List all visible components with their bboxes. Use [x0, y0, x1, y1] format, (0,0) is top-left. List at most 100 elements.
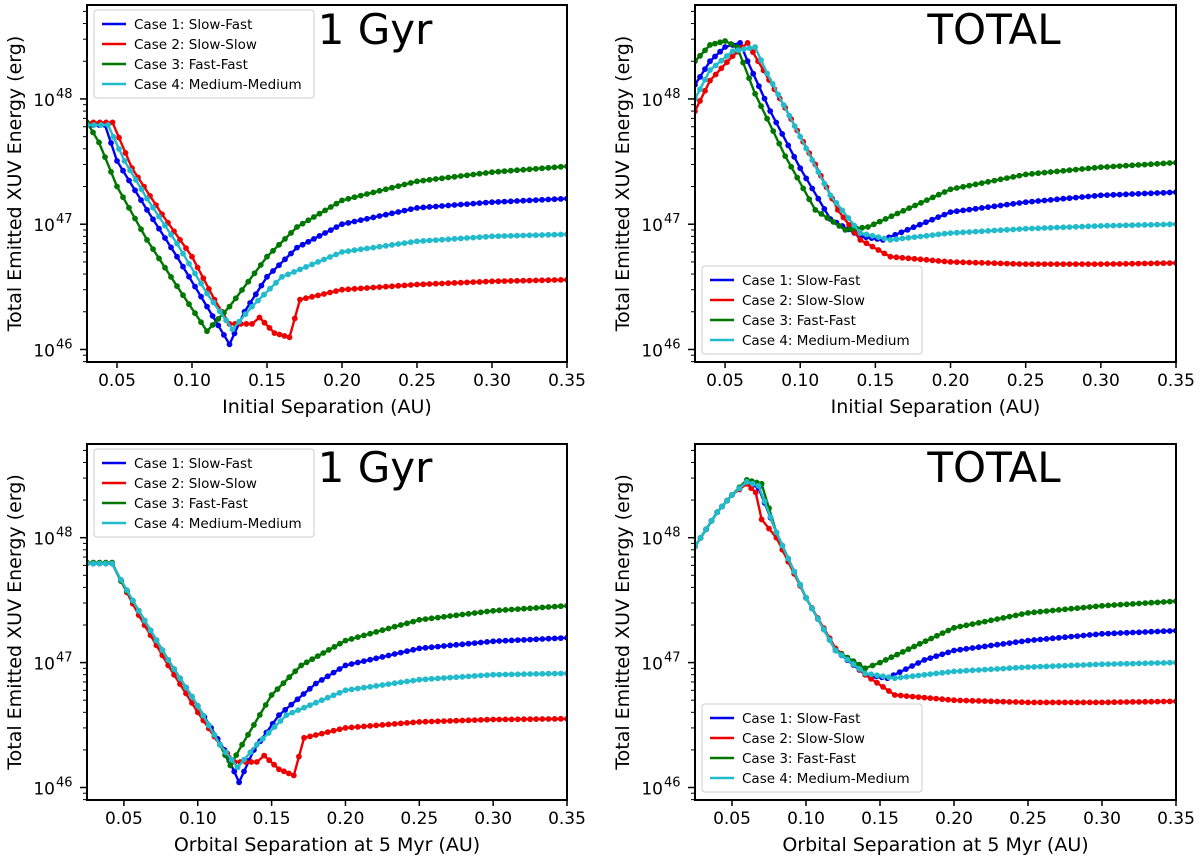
data-point: [401, 240, 408, 247]
data-point: [1010, 260, 1017, 267]
x-tick-label: 0.25: [398, 371, 436, 391]
data-point: [441, 675, 447, 681]
legend-entry-label: Case 4: Medium-Medium: [134, 77, 302, 93]
data-point: [939, 696, 946, 703]
data-point: [514, 277, 520, 284]
data-point: [1148, 190, 1154, 197]
data-point: [953, 259, 960, 265]
data-point: [465, 640, 472, 647]
data-point: [324, 673, 331, 680]
data-point: [501, 198, 508, 205]
data-point: [985, 204, 991, 211]
data-point: [407, 239, 414, 246]
data-point: [407, 180, 414, 186]
data-point: [192, 283, 198, 290]
data-point: [273, 279, 279, 286]
data-point: [183, 684, 189, 691]
data-point: [863, 231, 870, 238]
data-point: [1160, 599, 1167, 605]
data-point: [441, 643, 447, 649]
y-tick-exponent: 48: [664, 87, 681, 102]
data-point: [1049, 699, 1056, 706]
data-point: [215, 316, 222, 322]
data-point: [215, 322, 222, 329]
data-point: [464, 279, 470, 286]
data-point: [361, 723, 367, 730]
data-point: [177, 675, 183, 682]
data-point: [364, 191, 370, 197]
data-point: [129, 597, 136, 604]
data-point: [245, 731, 251, 738]
panel-title: TOTAL: [926, 5, 1061, 54]
data-point: [1111, 630, 1118, 637]
series-line-2: [695, 482, 1176, 704]
data-point: [351, 218, 358, 225]
y-tick-label: 10: [33, 530, 55, 550]
data-point: [972, 205, 979, 212]
data-point: [1154, 260, 1161, 267]
data-point: [514, 167, 520, 174]
data-point: [951, 647, 957, 654]
data-point: [426, 281, 433, 287]
data-point: [1006, 665, 1013, 672]
data-point: [514, 637, 521, 643]
data-point: [470, 171, 477, 178]
data-point: [432, 280, 439, 287]
data-point: [775, 91, 782, 98]
data-point: [551, 164, 558, 171]
data-point: [826, 637, 833, 643]
data-point: [1037, 636, 1044, 643]
data-point: [291, 269, 297, 275]
data-point: [1072, 166, 1079, 173]
data-point: [921, 657, 928, 663]
data-point: [1105, 699, 1112, 706]
data-point: [351, 285, 358, 292]
data-point: [770, 128, 777, 135]
data-point: [251, 270, 258, 277]
data-point: [316, 233, 323, 239]
data-point: [189, 253, 195, 260]
data-point: [370, 189, 377, 196]
data-point: [252, 291, 259, 298]
data-point: [496, 671, 503, 678]
data-point: [1025, 610, 1031, 616]
data-point: [490, 716, 497, 723]
data-point: [521, 637, 527, 643]
x-tick-label: 0.10: [173, 371, 211, 391]
data-point: [916, 640, 923, 647]
data-point: [527, 636, 533, 643]
data-point: [724, 53, 730, 59]
data-point: [697, 535, 704, 541]
data-point: [426, 204, 433, 210]
data-point: [1080, 662, 1087, 668]
data-point: [791, 123, 798, 129]
data-point: [490, 638, 497, 645]
data-point: [869, 232, 876, 239]
data-point: [266, 325, 273, 331]
data-point: [903, 666, 909, 672]
data-point: [471, 673, 478, 679]
x-tick-label: 0.25: [1007, 371, 1045, 391]
x-tick-label: 0.15: [248, 371, 286, 391]
data-point: [271, 761, 277, 768]
data-point: [927, 695, 934, 701]
data-point: [239, 287, 245, 293]
data-point: [927, 671, 934, 677]
data-point: [851, 222, 858, 229]
data-point: [389, 242, 395, 248]
data-point: [382, 211, 389, 218]
data-point: [557, 163, 564, 170]
data-point: [764, 70, 770, 77]
data-point: [116, 134, 122, 141]
data-point: [881, 235, 888, 242]
data-point: [109, 119, 116, 126]
data-point: [750, 49, 756, 55]
data-point: [245, 278, 252, 285]
data-point: [935, 258, 942, 264]
data-point: [144, 207, 150, 213]
legend: Case 1: Slow-Fast Case 2: Slow-Slow Case 3…: [93, 9, 315, 99]
x-axis-label: Orbital Separation at 5 Myr (AU): [174, 834, 480, 856]
data-point: [288, 250, 294, 257]
data-point: [857, 230, 864, 237]
data-point: [477, 609, 484, 616]
